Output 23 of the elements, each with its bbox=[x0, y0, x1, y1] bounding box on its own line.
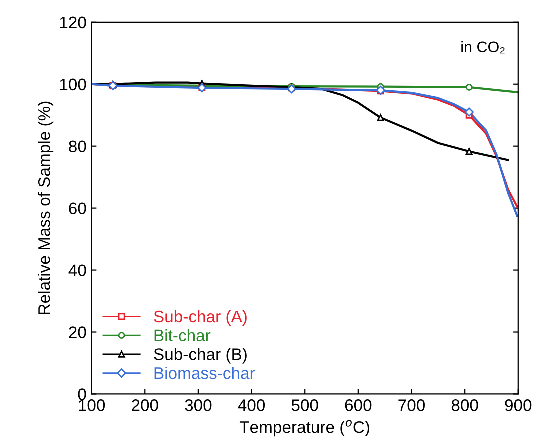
annotation: in CO₂ bbox=[462, 41, 505, 54]
x-tick-label: 600 bbox=[345, 400, 372, 412]
legend-label: Biomass-char bbox=[154, 367, 256, 380]
x-tick-label: 200 bbox=[132, 400, 158, 412]
x-axis-title: Temperature ($^{o}$C) bbox=[240, 420, 370, 437]
y-tick-label: 100 bbox=[60, 78, 86, 91]
legend-label: Bit-char bbox=[154, 329, 211, 342]
y-tick-label: 40 bbox=[68, 264, 86, 276]
y-axis-title: Relative Mass of Sample (%) bbox=[38, 102, 54, 314]
x-tick-label: 100 bbox=[79, 400, 106, 412]
legend-label: Sub-char (A) bbox=[154, 310, 247, 326]
y-tick-label: 0 bbox=[78, 388, 86, 400]
x-tick-label: 800 bbox=[452, 400, 478, 412]
legend-label: Sub-char (B) bbox=[154, 348, 247, 364]
y-tick-label: 60 bbox=[69, 202, 86, 215]
x-tick-label: 900 bbox=[505, 400, 532, 412]
y-tick-label: 20 bbox=[69, 326, 86, 338]
y-tick-label: 80 bbox=[69, 140, 86, 153]
y-tick-label: 120 bbox=[60, 16, 86, 29]
x-tick-label: 300 bbox=[185, 400, 212, 412]
x-tick-label: 700 bbox=[398, 400, 426, 412]
x-tick-label: 500 bbox=[292, 400, 318, 412]
x-tick-label: 400 bbox=[238, 400, 266, 412]
